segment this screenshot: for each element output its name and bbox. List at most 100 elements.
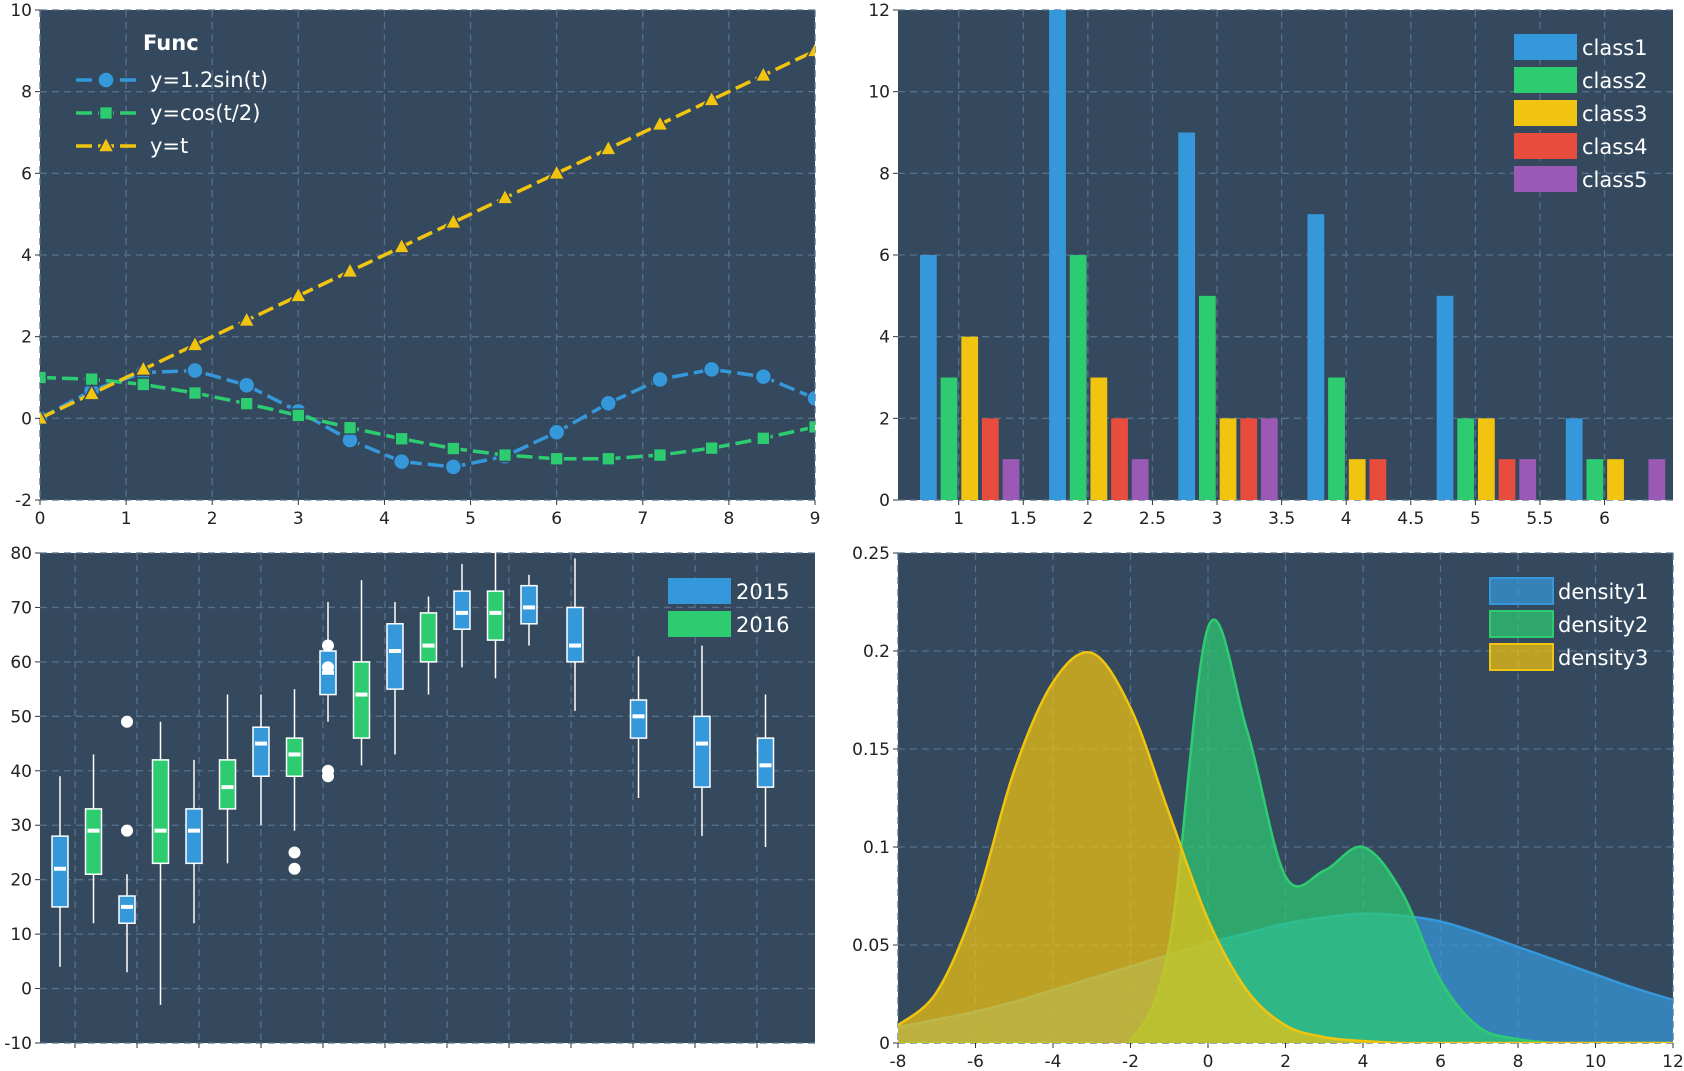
bar <box>1648 459 1666 500</box>
data-point <box>756 431 771 446</box>
data-point <box>805 40 815 58</box>
bar <box>1436 295 1454 500</box>
box-outlier <box>121 824 133 837</box>
x-tick-label: 2.5 <box>1139 509 1166 529</box>
y-tick-label: 10 <box>868 83 890 103</box>
legend: Func y=1.2sin(t) y=cos(t/2) y=t <box>76 31 268 158</box>
bar <box>1240 418 1258 500</box>
data-point <box>547 423 566 441</box>
box-body <box>285 737 304 777</box>
box-body <box>453 590 471 630</box>
y-tick-label: 2 <box>879 409 890 429</box>
y-tick-label: 2 <box>21 328 32 348</box>
data-point <box>291 408 306 423</box>
legend-label: density1 <box>1558 580 1648 604</box>
x-tick-label: 2 <box>207 509 218 529</box>
legend-swatch <box>1514 166 1577 192</box>
axis-ticks: -8 -6 -4 -2 0 2 4 6 8 10 12 0 0.05 0.1 0.15 0.2 0.25 <box>852 544 1684 1071</box>
density-line <box>898 650 1673 1043</box>
x-tick-label: -8 <box>890 1052 907 1071</box>
y-tick-label: 20 <box>10 871 32 891</box>
x-tick-label: 1 <box>121 509 132 529</box>
data-point <box>237 376 256 395</box>
bar <box>981 418 999 500</box>
box-body <box>151 759 170 865</box>
x-tick-label: 12 <box>1662 1052 1684 1071</box>
legend-swatch <box>1514 34 1577 60</box>
bar <box>1607 459 1624 500</box>
x-tick-label: 8 <box>1513 1052 1524 1071</box>
grid-lines <box>40 552 815 1044</box>
data-point <box>807 419 815 435</box>
data-point <box>185 334 205 352</box>
box-body <box>693 715 711 788</box>
legend-swatch <box>1514 67 1577 93</box>
data-point <box>495 187 515 205</box>
bar <box>940 377 958 500</box>
bar <box>1069 255 1087 500</box>
legend-swatch <box>1489 577 1554 605</box>
data-point <box>239 396 254 411</box>
y-tick-label: -10 <box>4 1034 32 1054</box>
data-point <box>650 113 670 132</box>
bars <box>919 10 1666 500</box>
y-tick-label: 0 <box>21 980 32 1000</box>
bar <box>1369 459 1387 500</box>
legend-label: y=cos(t/2) <box>150 101 260 125</box>
data-point <box>652 447 668 463</box>
data-point <box>392 236 411 254</box>
axis-ticks: -10 0 10 20 30 40 50 60 70 80 <box>4 544 758 1054</box>
legend-label: class3 <box>1582 102 1648 126</box>
box-body <box>185 808 203 865</box>
y-tick-label: 80 <box>10 544 32 564</box>
data-point <box>342 420 358 435</box>
bar <box>919 255 937 500</box>
x-tick-label: 6 <box>551 509 562 529</box>
data-point <box>651 370 669 389</box>
box-body <box>520 584 538 625</box>
box-body <box>419 612 438 663</box>
data-point <box>392 452 411 471</box>
legend-marker <box>98 105 114 121</box>
series-line <box>40 367 815 469</box>
y-tick-label: 30 <box>10 816 32 836</box>
data-point <box>444 458 463 476</box>
boxes <box>51 553 775 1005</box>
x-tick-label: 1 <box>953 509 964 529</box>
data-point <box>549 451 564 466</box>
y-tick-label: 0.15 <box>852 740 890 760</box>
x-tick-label: 0 <box>35 509 46 529</box>
bar <box>1477 418 1495 500</box>
legend-swatch <box>668 578 731 604</box>
density-areas <box>898 618 1673 1043</box>
y-tick-label: 40 <box>10 762 32 782</box>
box-outlier <box>288 846 301 859</box>
bar <box>1348 459 1366 500</box>
box-outlier <box>288 862 301 875</box>
legend-swatch <box>1489 643 1554 671</box>
data-point <box>340 260 360 279</box>
box-body <box>386 623 404 690</box>
box-body <box>566 606 584 663</box>
legend-label: density3 <box>1558 646 1648 670</box>
density-chart-panel: -8 -6 -4 -2 0 2 4 6 8 10 12 0 0.05 0.1 0.15 0.2 0.25 den… <box>852 544 1684 1071</box>
box-outlier <box>322 639 334 652</box>
legend-label: 2016 <box>736 613 789 637</box>
x-tick-label: 6 <box>1599 509 1610 529</box>
data-point <box>186 361 204 380</box>
y-tick-label: 0.25 <box>852 544 890 564</box>
legend-label: class5 <box>1582 168 1648 192</box>
legend-label: density2 <box>1558 613 1648 637</box>
data-point <box>702 360 721 379</box>
y-tick-label: 4 <box>21 246 32 266</box>
bar <box>1198 295 1216 500</box>
series-line <box>40 49 815 420</box>
legend-label: class2 <box>1582 69 1648 93</box>
legend-marker <box>96 135 116 153</box>
data-point <box>444 211 463 230</box>
bar <box>1178 132 1196 500</box>
